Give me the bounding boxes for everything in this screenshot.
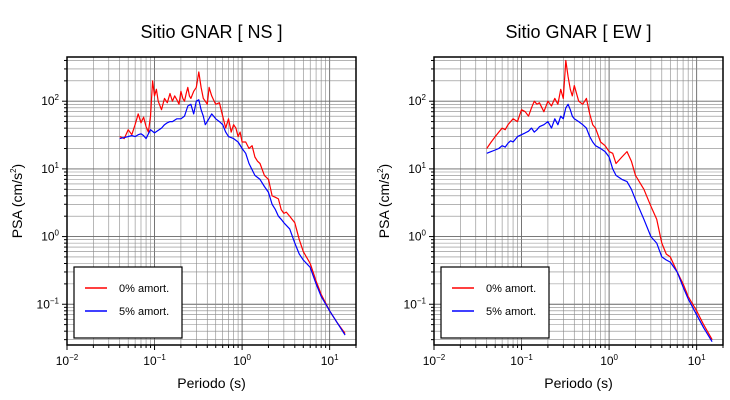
x-tick-exp: −2 (69, 353, 79, 362)
x-tick-label: 100 (600, 353, 618, 368)
legend-box (73, 266, 183, 339)
series-line-red (119, 71, 346, 334)
y-axis-label-close: ) (9, 164, 25, 169)
y-tick-label: 100 (408, 229, 426, 244)
y-tick-base: 10 (408, 162, 422, 176)
x-axis-label: Periodo (s) (544, 375, 612, 391)
y-tick-label: 101 (41, 161, 59, 176)
x-tick-label: 10−1 (510, 353, 533, 368)
x-tick-base: 10 (143, 354, 157, 368)
legend-label: 5% amort. (486, 306, 536, 318)
y-tick-label: 101 (408, 161, 426, 176)
y-axis-label: PSA (cm/s2) (9, 164, 25, 238)
y-tick-exp: 2 (55, 93, 60, 102)
x-tick-exp: −1 (524, 353, 534, 362)
y-tick-base: 10 (408, 230, 422, 244)
axes-frame (66, 56, 357, 346)
y-tick-base: 10 (41, 230, 55, 244)
series-line-red (486, 59, 713, 340)
legend: 0% amort. 5% amort. (440, 266, 550, 339)
x-tick-exp: 0 (247, 353, 252, 362)
y-tick-label: 102 (41, 93, 59, 108)
x-tick-base: 10 (510, 354, 524, 368)
y-axis-label-sup: 2 (9, 168, 18, 173)
legend: 0% amort. 5% amort. (73, 266, 183, 339)
chart-title: Sitio GNAR [ EW ] (505, 22, 651, 42)
x-tick-label: 100 (233, 353, 251, 368)
y-tick-label: 10−1 (37, 296, 60, 311)
x-axis-label: Periodo (s) (177, 375, 245, 391)
x-tick-label: 101 (321, 353, 339, 368)
y-tick-exp: 0 (422, 229, 427, 238)
x-tick-exp: 1 (334, 353, 339, 362)
y-tick-exp: 1 (55, 161, 60, 170)
y-tick-label: 100 (41, 229, 59, 244)
x-tick-base: 10 (600, 354, 614, 368)
y-tick-exp: −1 (50, 296, 60, 305)
legend-label: 0% amort. (486, 283, 536, 295)
y-tick-base: 10 (41, 94, 55, 108)
y-axis-label-main: PSA (cm/s (9, 173, 25, 238)
y-tick-base: 10 (37, 297, 51, 311)
x-tick-base: 10 (423, 354, 437, 368)
y-tick-exp: 0 (55, 229, 60, 238)
y-tick-label: 10−1 (404, 296, 427, 311)
y-tick-exp: 2 (422, 93, 427, 102)
x-tick-label: 10−2 (56, 353, 79, 368)
axes-frame (433, 56, 724, 346)
x-tick-exp: 1 (701, 353, 706, 362)
legend-label: 0% amort. (119, 283, 169, 295)
y-axis-label-main: PSA (cm/s (376, 173, 392, 238)
x-tick-label: 10−1 (143, 353, 166, 368)
legend-box (440, 266, 550, 339)
chart-title: Sitio GNAR [ NS ] (140, 22, 282, 42)
x-tick-exp: 0 (614, 353, 619, 362)
x-tick-base: 10 (321, 354, 335, 368)
y-tick-exp: −1 (417, 296, 427, 305)
x-tick-base: 10 (56, 354, 70, 368)
y-axis-label-sup: 2 (376, 168, 385, 173)
y-tick-base: 10 (41, 162, 55, 176)
x-tick-label: 10−2 (423, 353, 446, 368)
x-tick-label: 101 (688, 353, 706, 368)
series-line-blue (486, 103, 713, 343)
legend-label: 5% amort. (119, 306, 169, 318)
y-tick-base: 10 (404, 297, 418, 311)
y-tick-label: 102 (408, 93, 426, 108)
y-tick-exp: 1 (422, 161, 427, 170)
x-tick-exp: −2 (436, 353, 446, 362)
y-axis-label: PSA (cm/s2) (376, 164, 392, 238)
series-line-blue (119, 99, 346, 336)
x-tick-exp: −1 (157, 353, 167, 362)
x-tick-base: 10 (233, 354, 247, 368)
y-axis-label-close: ) (376, 164, 392, 169)
x-tick-base: 10 (688, 354, 702, 368)
y-tick-base: 10 (408, 94, 422, 108)
